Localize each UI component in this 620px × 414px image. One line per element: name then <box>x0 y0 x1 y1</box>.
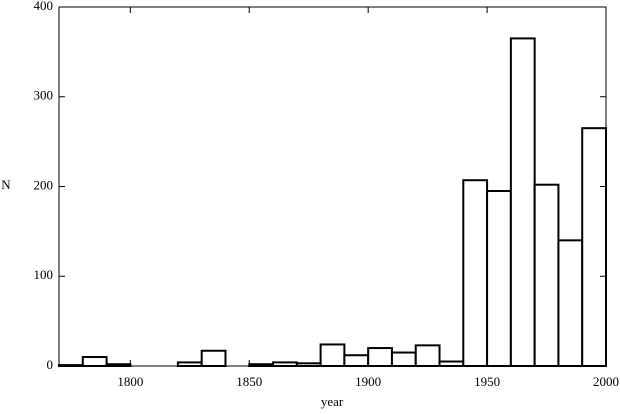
bar <box>414 344 441 368</box>
bar <box>462 179 489 367</box>
x-tick-label: 1800 <box>117 374 143 389</box>
bar <box>509 37 536 367</box>
x-tick-label: 2000 <box>593 374 619 389</box>
bar <box>581 127 608 367</box>
bar <box>486 189 512 367</box>
bar <box>200 349 227 367</box>
y-tick-label: 300 <box>34 88 54 103</box>
bar <box>176 361 203 368</box>
bar <box>390 351 417 368</box>
x-tick-label: 1950 <box>474 374 500 389</box>
bar <box>557 239 584 368</box>
x-tick-label: 1850 <box>236 374 262 389</box>
y-axis-label: N <box>1 177 11 192</box>
x-axis-label: year <box>321 394 344 409</box>
y-tick-label: 100 <box>34 267 54 282</box>
bar <box>367 347 393 367</box>
bar <box>272 361 298 368</box>
bar <box>438 360 465 368</box>
bar <box>533 183 560 367</box>
y-tick-label: 400 <box>34 0 54 13</box>
x-tick-label: 1900 <box>355 374 381 389</box>
bar <box>81 356 108 367</box>
bar <box>319 343 346 367</box>
y-tick-label: 200 <box>34 177 54 192</box>
bar <box>343 354 370 368</box>
y-tick-label: 0 <box>47 357 54 372</box>
